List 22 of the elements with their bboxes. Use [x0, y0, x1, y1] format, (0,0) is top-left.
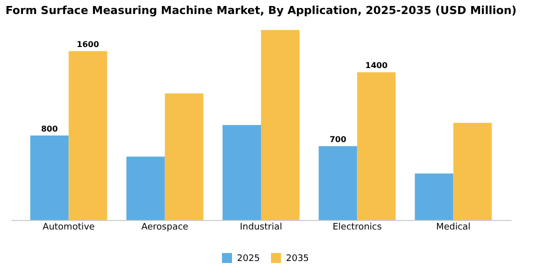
- bar: [126, 156, 165, 220]
- x-tick-label: Industrial: [240, 222, 282, 232]
- data-label: 700: [330, 135, 347, 144]
- data-label: 1600: [76, 40, 100, 50]
- bar: [68, 51, 108, 220]
- x-tick-label: Electronics: [332, 222, 382, 232]
- legend-label: 2035: [286, 254, 309, 264]
- legend-label: 2025: [237, 254, 260, 264]
- bar: [261, 30, 300, 220]
- x-tick-label: Aerospace: [141, 222, 189, 232]
- bar: [453, 122, 492, 220]
- bar: [357, 72, 396, 220]
- x-tick-label: Automotive: [42, 222, 96, 232]
- bar: [318, 146, 358, 220]
- bar: [222, 125, 261, 220]
- data-label: 1400: [365, 61, 388, 70]
- bar: [164, 93, 204, 220]
- x-tick-label: Medical: [436, 222, 471, 232]
- chart-title: Form Surface Measuring Machine Market, By Application, 2025-2035 (USD Million): [5, 4, 517, 17]
- data-label: 800: [41, 124, 58, 134]
- bar: [414, 174, 454, 220]
- bar: [30, 136, 69, 220]
